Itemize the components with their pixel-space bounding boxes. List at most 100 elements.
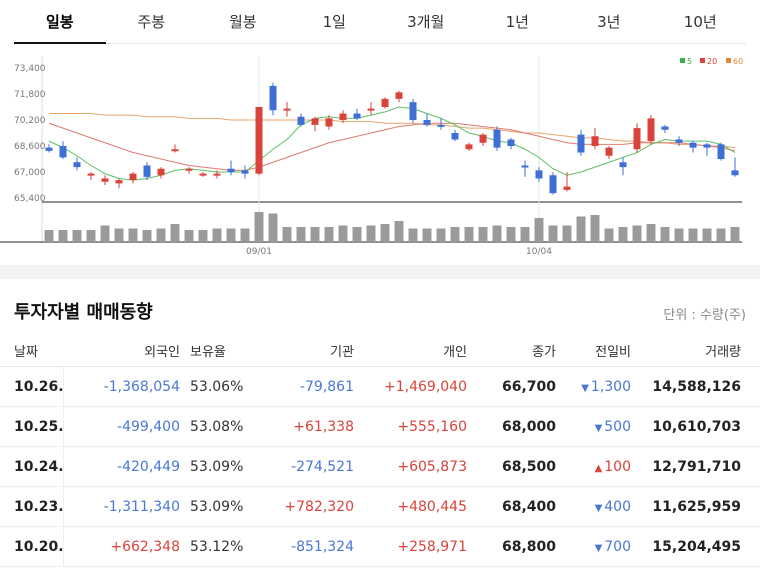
legend-label: 20	[707, 57, 717, 66]
table-row: 10.20. +662,348 53.12% -851,324 +258,971 68,8…	[0, 526, 760, 567]
y-tick-label: 65,400	[14, 194, 46, 204]
volume-bar	[128, 228, 138, 242]
investor-table: 날짜 외국인 보유율 기관 개인 종가 전일비 거래량 10.26. -1,368…	[0, 335, 760, 567]
volume-bar	[478, 227, 488, 242]
legend-label: 60	[733, 57, 743, 66]
candle-body	[367, 108, 375, 111]
table-header: 날짜 외국인 보유율 기관 개인 종가 전일비 거래량	[0, 335, 760, 367]
tab-3[interactable]: 1일	[322, 13, 346, 31]
price-chart: 73,400 71,800 70,200 68,600 67,000 65,400 09/0…	[0, 56, 743, 257]
legend-swatch	[726, 58, 731, 63]
volume-bar	[464, 227, 474, 242]
volume-bar	[380, 224, 390, 242]
volume-bar	[394, 221, 404, 242]
volume-bar	[72, 230, 82, 242]
cell-date: 10.24.	[0, 446, 64, 487]
cell-close: 68,400	[501, 498, 556, 515]
volume-bar	[716, 228, 726, 242]
candle-body	[577, 134, 585, 153]
candle-body	[87, 173, 95, 176]
header-institution: 기관	[330, 345, 354, 360]
cell-holding: 53.08%	[190, 418, 244, 435]
change-value: 100	[604, 458, 631, 475]
candle-body	[717, 144, 725, 159]
volume-bar	[450, 227, 460, 242]
tab-1[interactable]: 주봉	[137, 13, 166, 31]
candle-body	[619, 162, 627, 168]
candle-body	[465, 144, 473, 150]
volume-bar	[58, 230, 68, 242]
candle-body	[437, 124, 445, 127]
volume-bar	[142, 230, 152, 242]
cell-volume: 10,610,703	[652, 418, 741, 435]
tab-2[interactable]: 월봉	[228, 13, 257, 31]
candle-body	[381, 98, 389, 107]
y-tick-label: 73,400	[14, 64, 46, 74]
cell-change: ▼ 500	[556, 419, 631, 435]
cell-date: 10.23.	[0, 486, 64, 527]
volume-bar	[604, 228, 614, 242]
volume-bar	[324, 227, 334, 242]
candle-body	[689, 142, 697, 148]
volume-bar	[660, 227, 670, 242]
triangle-up-icon: ▲	[594, 462, 603, 474]
cell-holding: 53.12%	[190, 538, 244, 555]
volume-bar	[212, 228, 222, 242]
volume-bar	[226, 228, 236, 242]
candle-body	[283, 108, 291, 111]
candle-body	[143, 165, 151, 177]
cell-change: ▲ 100	[556, 459, 631, 475]
volume-bar	[254, 212, 264, 242]
candle-body	[255, 107, 263, 174]
tab-7[interactable]: 10년	[683, 13, 717, 31]
volume-bar	[156, 228, 166, 242]
volume-bar	[44, 230, 54, 242]
tab-6[interactable]: 3년	[597, 13, 621, 31]
cell-volume: 12,791,710	[652, 458, 741, 475]
volume-bar	[268, 213, 278, 242]
cell-individual: +605,873	[397, 458, 467, 475]
candle-body	[493, 129, 501, 148]
candle-body	[605, 147, 613, 156]
cell-individual: +555,160	[397, 418, 467, 435]
cell-close: 68,800	[501, 538, 556, 555]
cell-institution: -851,324	[291, 538, 354, 555]
header-individual: 개인	[443, 345, 467, 360]
candle-body	[409, 102, 417, 120]
cell-holding: 53.06%	[190, 378, 244, 395]
tab-4[interactable]: 3개월	[407, 13, 445, 31]
y-tick-label: 67,000	[14, 168, 46, 178]
volume-bar	[506, 227, 516, 242]
tab-0[interactable]: 일봉	[14, 0, 106, 44]
candle-body	[703, 144, 711, 148]
table-row: 10.24. -420,449 53.09% -274,521 +605,873 68,5…	[0, 446, 760, 487]
table-body: 10.26. -1,368,054 53.06% -79,861 +1,469,040 6…	[0, 366, 760, 567]
cell-foreign: -420,449	[117, 458, 180, 475]
cell-foreign: -1,311,340	[103, 498, 180, 515]
volume-bar	[100, 225, 110, 242]
y-tick-label: 68,600	[14, 142, 46, 152]
candle-body	[227, 168, 235, 172]
volume-bar	[618, 227, 628, 242]
cell-holding: 53.09%	[190, 458, 244, 475]
change-value: 700	[604, 538, 631, 555]
candle-body	[59, 146, 67, 158]
table-row: 10.25. -499,400 53.08% +61,338 +555,160 68,00…	[0, 406, 760, 447]
volume-bar	[352, 227, 362, 242]
section-title: 투자자별 매매동향	[14, 302, 153, 323]
cell-date: 10.26.	[0, 366, 64, 407]
cell-individual: +1,469,040	[384, 378, 467, 395]
legend-swatch	[700, 58, 705, 63]
unit-label: 단위 : 수량(주)	[663, 308, 746, 323]
volume-bar	[408, 228, 418, 242]
volume-bar	[86, 230, 96, 242]
cell-close: 68,500	[501, 458, 556, 475]
volume-bar	[534, 218, 544, 242]
tab-5[interactable]: 1년	[505, 13, 529, 31]
volume-bar	[576, 216, 586, 242]
volume-bar	[338, 225, 348, 242]
candle-body	[451, 133, 459, 140]
change-value: 1,300	[590, 378, 631, 395]
candle-body	[199, 173, 207, 176]
cell-change: ▼ 700	[556, 539, 631, 555]
